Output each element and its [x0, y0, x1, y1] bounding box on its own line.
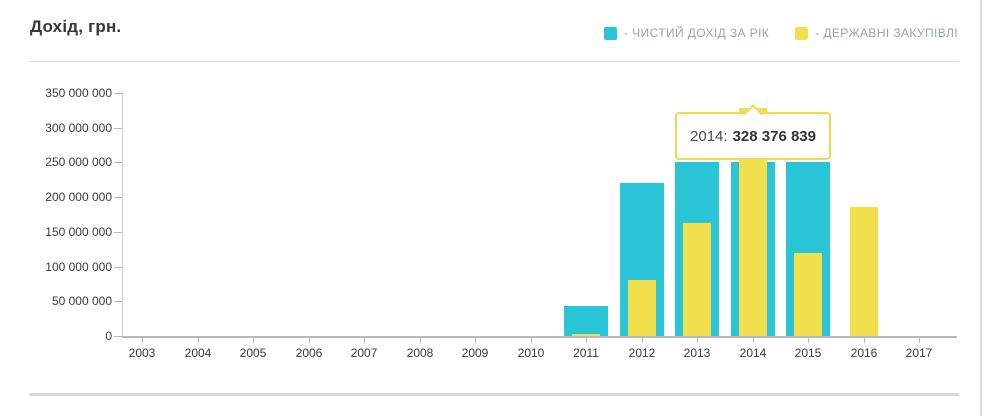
y-axis-label: 350 000 000 — [45, 86, 112, 100]
bar-procurement-2011[interactable] — [572, 334, 600, 336]
x-axis-tick — [531, 338, 532, 343]
legend-swatch-net-income-icon — [604, 26, 618, 40]
x-axis-tick — [697, 338, 698, 343]
footer-divider — [29, 393, 959, 396]
legend-label-net-income: - ЧИСТИЙ ДОХІД ЗА РІК — [624, 26, 770, 40]
x-axis-label: 2017 — [905, 346, 933, 360]
legend-item-procurement[interactable]: - ДЕРЖАВНІ ЗАКУПІВЛІ — [795, 26, 958, 40]
x-axis-label: 2004 — [184, 346, 212, 360]
y-axis-label: 200 000 000 — [45, 190, 112, 204]
y-axis-label: 300 000 000 — [45, 121, 112, 135]
header-divider — [29, 61, 959, 62]
y-axis-tick — [114, 232, 122, 233]
x-axis-label: 2010 — [517, 346, 545, 360]
bar-procurement-2013[interactable] — [683, 223, 711, 336]
tooltip-year-label: 2014: — [690, 127, 728, 145]
x-axis-tick — [642, 338, 643, 343]
y-axis-label: 0 — [105, 329, 112, 343]
x-axis-label: 2011 — [573, 346, 599, 360]
page-title: Дохід, грн. — [30, 17, 122, 36]
x-axis-tick — [864, 338, 865, 343]
x-axis-tick — [309, 338, 310, 343]
x-axis-label: 2015 — [794, 346, 822, 360]
x-axis-tick — [475, 338, 476, 343]
y-axis-label: 50 000 000 — [51, 294, 112, 308]
y-axis-tick — [114, 128, 122, 129]
bar-procurement-2015[interactable] — [794, 253, 822, 336]
x-axis-tick — [808, 338, 809, 343]
y-axis-tick — [114, 267, 122, 268]
vertical-edge-line — [980, 0, 982, 416]
legend-item-net-income[interactable]: - ЧИСТИЙ ДОХІД ЗА РІК — [604, 26, 769, 40]
y-axis-tick — [114, 301, 122, 302]
x-axis-line — [122, 336, 957, 338]
x-axis-label: 2003 — [128, 346, 156, 360]
x-axis-tick — [420, 338, 421, 343]
legend-swatch-procurement-icon — [795, 26, 809, 40]
x-axis-label: 2012 — [628, 346, 656, 360]
bar-procurement-2012[interactable] — [628, 280, 656, 336]
x-axis-tick — [253, 338, 254, 343]
x-axis-label: 2016 — [850, 346, 878, 360]
bar-procurement-2016[interactable] — [850, 207, 878, 336]
y-axis-tick — [114, 197, 122, 198]
x-axis-tick — [364, 338, 365, 343]
y-axis-label: 250 000 000 — [45, 155, 112, 169]
bar-net-income-2011[interactable] — [564, 306, 608, 336]
x-axis-tick — [586, 338, 587, 343]
y-axis-tick — [114, 162, 122, 163]
y-axis-tick — [114, 93, 122, 94]
x-axis-label: 2009 — [461, 346, 489, 360]
y-axis-label: 150 000 000 — [45, 225, 112, 239]
y-axis-label: 100 000 000 — [45, 260, 112, 274]
x-axis-tick — [753, 338, 754, 343]
y-axis-line — [122, 93, 123, 336]
legend-label-procurement: - ДЕРЖАВНІ ЗАКУПІВЛІ — [815, 26, 958, 40]
x-axis-label: 2014 — [739, 346, 767, 360]
x-axis-tick — [198, 338, 199, 343]
x-axis-label: 2008 — [406, 346, 434, 360]
y-axis-tick — [114, 336, 122, 337]
legend: - ЧИСТИЙ ДОХІД ЗА РІК - ДЕРЖАВНІ ЗАКУПІВ… — [604, 26, 958, 40]
x-axis-tick — [919, 338, 920, 343]
x-axis-label: 2013 — [683, 346, 711, 360]
x-axis-label: 2005 — [239, 346, 267, 360]
x-axis-label: 2006 — [295, 346, 323, 360]
x-axis-label: 2007 — [350, 346, 378, 360]
x-axis-tick — [142, 338, 143, 343]
tooltip-value: 328 376 839 — [732, 127, 816, 145]
